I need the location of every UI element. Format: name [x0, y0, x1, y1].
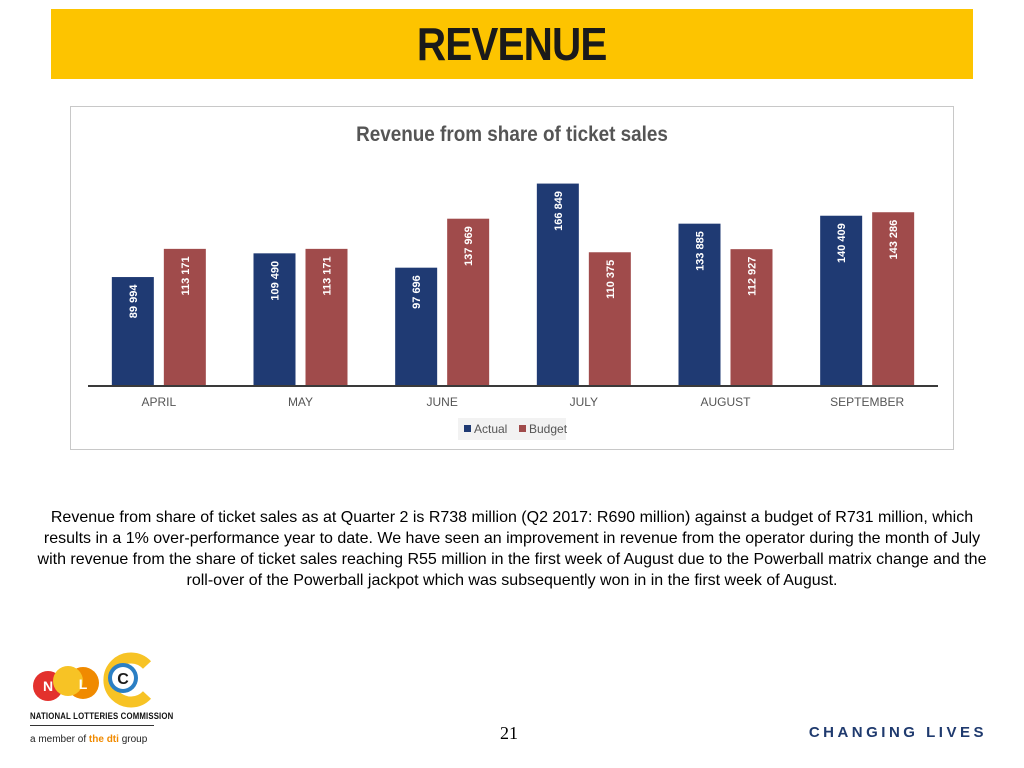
bar-budget-june	[446, 217, 491, 387]
title-bar: REVENUE	[51, 9, 973, 79]
org-name: NATIONAL LOTTERIES COMMISSION	[30, 711, 174, 722]
data-label-actual-september: 140 409	[836, 223, 848, 263]
bar-actual-may	[252, 252, 297, 387]
legend-label-budget: Budget	[529, 422, 568, 436]
bars-layer: 89 994 113 171 109 490 113 171 97 696 137 969…	[110, 182, 916, 387]
bar-budget-may	[304, 247, 349, 387]
member-group: the dti	[88, 734, 119, 745]
member-line: a member of the dti group	[30, 734, 147, 745]
bar-budget-april	[162, 247, 207, 387]
nlc-logo: N L C NATIONAL LOTTERIES COMMISSION a me…	[26, 645, 173, 755]
logo-divider	[30, 725, 154, 726]
data-label-budget-june: 137 969	[463, 226, 475, 266]
logo-letter-l: L	[79, 676, 88, 692]
x-tick-label-may: MAY	[288, 395, 313, 409]
data-label-actual-august: 133 885	[695, 231, 707, 271]
revenue-bar-chart: Revenue from share of ticket sales 89 99…	[88, 123, 938, 440]
data-label-budget-july: 110 375	[605, 260, 617, 299]
logo-letter-c: C	[117, 671, 129, 688]
x-tick-label-april: APRIL	[141, 395, 176, 409]
revenue-description: Revenue from share of ticket sales as at…	[37, 509, 987, 589]
data-label-actual-april: 89 994	[128, 284, 140, 319]
logo-letter-n: N	[43, 678, 53, 694]
slide-title: REVENUE	[417, 18, 607, 70]
legend-swatch-actual	[464, 425, 471, 432]
data-label-budget-may: 113 171	[322, 256, 334, 295]
chart-title: Revenue from share of ticket sales	[356, 123, 668, 146]
chart-frame: Revenue from share of ticket sales 89 99…	[70, 106, 954, 450]
x-tick-label-august: AUGUST	[700, 395, 751, 409]
data-label-actual-june: 97 696	[411, 275, 423, 309]
logo-circle-yellow	[53, 666, 83, 696]
x-tick-label-june: JUNE	[426, 395, 457, 409]
legend-label-actual: Actual	[474, 422, 507, 436]
data-label-budget-september: 143 286	[888, 220, 900, 260]
page-number: 21	[500, 723, 518, 743]
data-label-actual-may: 109 490	[270, 261, 282, 301]
data-label-actual-july: 166 849	[553, 191, 565, 231]
data-label-budget-april: 113 171	[180, 256, 192, 295]
legend-swatch-budget	[519, 425, 526, 432]
member-prefix: a member of	[30, 734, 89, 745]
bar-actual-september	[819, 214, 864, 387]
logo-circle-inner	[112, 667, 134, 689]
data-label-budget-august: 112 927	[747, 257, 759, 296]
tagline: CHANGING LIVES	[808, 724, 987, 741]
x-tick-label-september: SEPTEMBER	[830, 395, 904, 409]
bar-budget-august	[729, 248, 774, 387]
nlc-logo-mark: N L C	[33, 652, 152, 708]
chart-legend: Actual Budget	[458, 418, 568, 440]
x-tick-label-july: JULY	[570, 395, 598, 409]
bar-actual-april	[110, 276, 155, 387]
bar-budget-september	[871, 211, 916, 387]
member-suffix: group	[118, 734, 148, 745]
legend-box	[458, 418, 566, 440]
x-axis-labels: APRIL MAY JUNE JULY AUGUST SEPTEMBER	[141, 395, 904, 409]
bar-budget-july	[587, 251, 632, 387]
